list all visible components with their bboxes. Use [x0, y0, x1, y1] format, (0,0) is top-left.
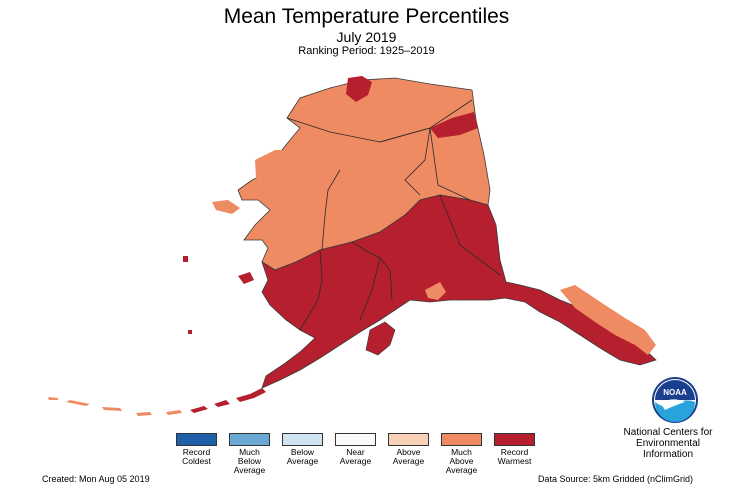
- noaa-logo-text: NOAA: [663, 388, 687, 397]
- ranking-period: Ranking Period: 1925–2019: [298, 45, 435, 57]
- legend-swatch: [282, 433, 323, 446]
- pribilof-island: [183, 256, 188, 262]
- legend-label: Record Warmest: [497, 447, 532, 466]
- legend-label: Much Above Average: [445, 447, 478, 475]
- legend-swatch: [494, 433, 535, 446]
- legend-item-below: Below Average: [276, 433, 329, 475]
- legend-label: Record Coldest: [182, 447, 211, 466]
- legend-swatch: [176, 433, 217, 446]
- region-record-northeast: [430, 112, 478, 138]
- legend-label: Near Average: [339, 447, 372, 466]
- pribilof-island-2: [188, 330, 192, 334]
- climate-division-lines: [286, 99, 501, 331]
- aleutian-islands-west: [48, 397, 182, 416]
- region-panhandle-much-above: [560, 285, 656, 355]
- legend-item-record-coldest: Record Coldest: [170, 433, 223, 475]
- legend-item-near: Near Average: [329, 433, 382, 475]
- st-lawrence-island: [212, 200, 240, 214]
- legend-item-much-above: Much Above Average: [435, 433, 488, 475]
- legend-item-above: Above Average: [382, 433, 435, 475]
- map-title: Mean Temperature Percentiles: [223, 5, 510, 28]
- aleutian-islands: [190, 388, 266, 413]
- region-seward-peninsula: [255, 150, 305, 182]
- region-record-south: [261, 194, 657, 389]
- legend-label: Much Below Average: [233, 447, 266, 475]
- created-date: Created: Mon Aug 05 2019: [42, 474, 150, 484]
- legend-swatch: [388, 433, 429, 446]
- legend-item-record-warmest: Record Warmest: [488, 433, 541, 475]
- region-record-north-slope: [346, 76, 372, 102]
- legend-swatch: [229, 433, 270, 446]
- legend-item-much-below: Much Below Average: [223, 433, 276, 475]
- map-subtitle: July 2019: [336, 29, 397, 45]
- nunivak-island: [238, 272, 254, 284]
- agency-name: National Centers for Environmental Infor…: [623, 427, 713, 460]
- legend-label: Below Average: [286, 447, 319, 466]
- region-pws-much-above: [425, 282, 446, 300]
- data-source: Data Source: 5km Gridded (nClimGrid): [537, 474, 693, 484]
- legend-label: Above Average: [392, 447, 425, 466]
- legend-swatch: [335, 433, 376, 446]
- region-kodiak: [365, 321, 396, 356]
- noaa-logo-icon: NOAA: [652, 377, 698, 423]
- legend-swatch: [441, 433, 482, 446]
- legend: Record Coldest Much Below Average Below …: [170, 433, 541, 475]
